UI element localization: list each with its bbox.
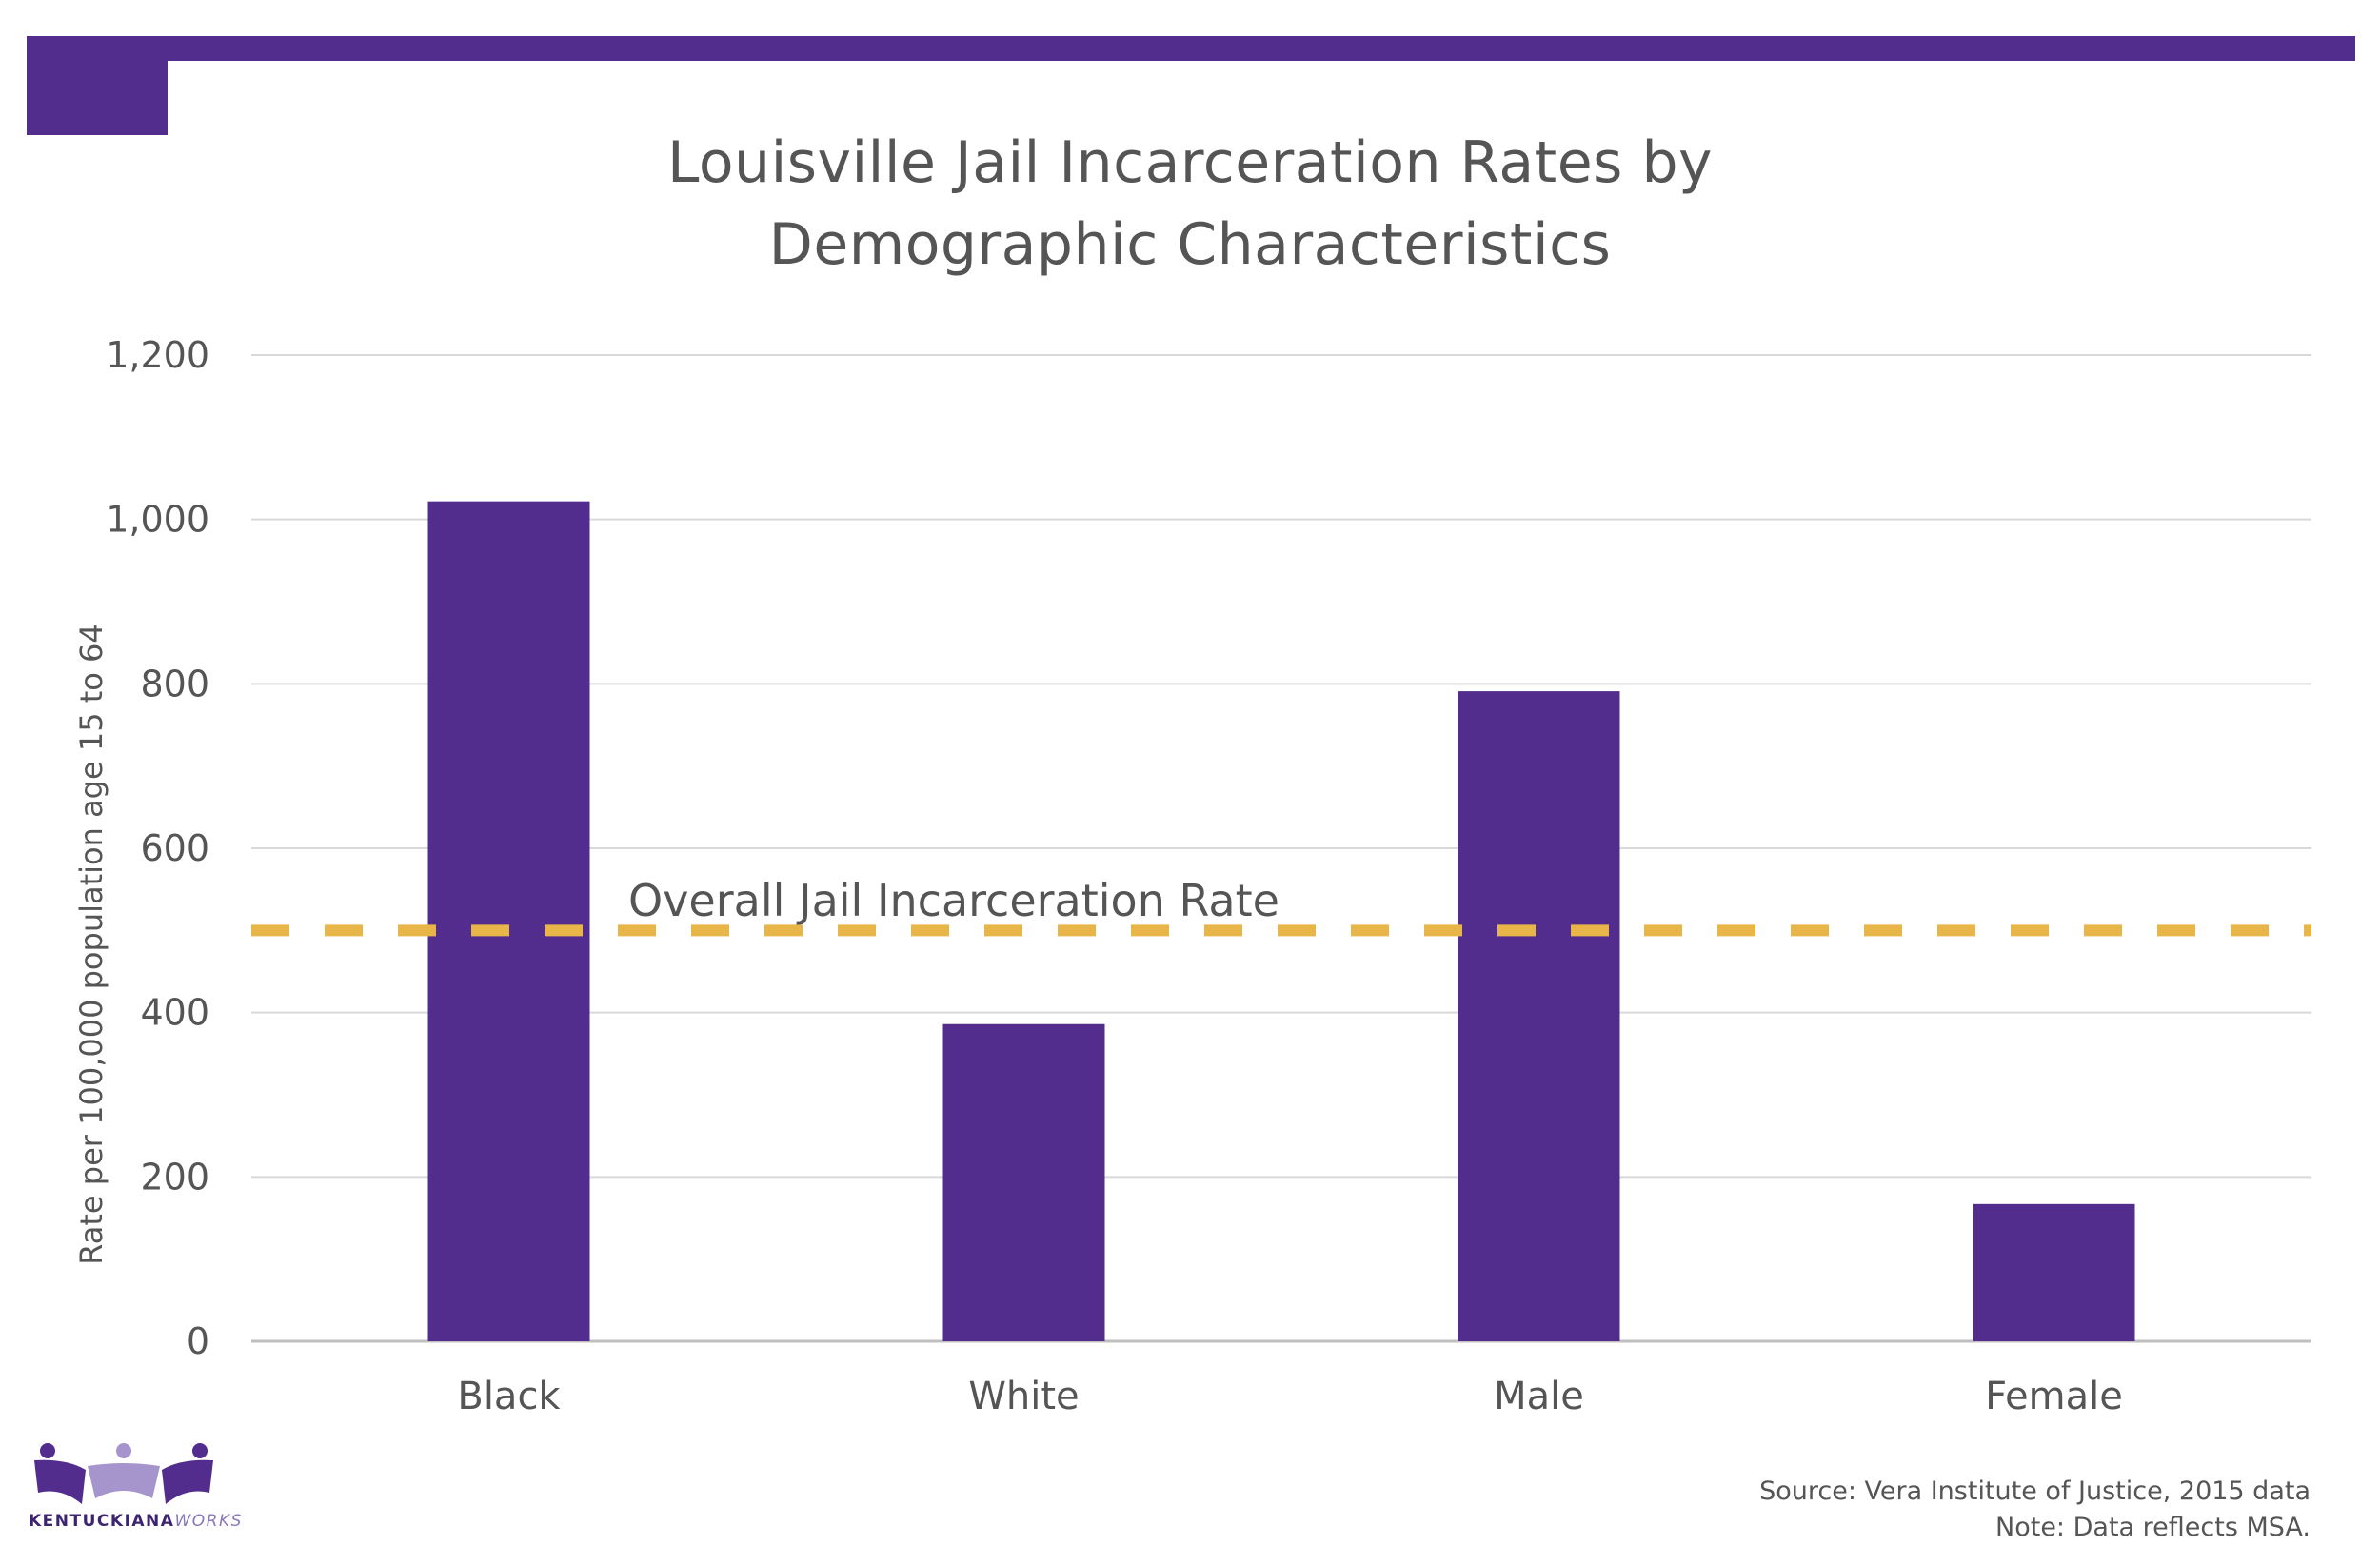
x-tick-label: Female (1985, 1375, 2123, 1418)
y-tick-label: 400 (140, 992, 209, 1034)
logo-wordmark: KENTUCKIANAWORKS (29, 1512, 243, 1531)
y-tick-label: 0 (187, 1320, 209, 1362)
y-tick-label: 1,200 (106, 334, 209, 376)
bars (427, 501, 2135, 1341)
x-axis-ticks: Black White Male Female (457, 1375, 2122, 1418)
source-notes: Source: Vera Institute of Justice, 2015 … (1759, 1474, 2311, 1546)
x-tick-label: Male (1494, 1375, 1584, 1418)
logo-figures-icon (34, 1443, 213, 1504)
note-text: Note: Data reflects MSA. (1995, 1513, 2311, 1542)
x-tick-label: White (968, 1375, 1079, 1418)
source-text: Source: Vera Institute of Justice, 2015 … (1759, 1477, 2311, 1506)
chart-title: Louisville Jail Incarceration Rates by D… (666, 129, 1714, 278)
y-axis-ticks: 0 200 400 600 800 1,000 1,200 (106, 334, 209, 1362)
logo-wordmark-accent: WORKS (174, 1512, 243, 1531)
y-tick-label: 800 (140, 663, 209, 704)
bar-male (1458, 691, 1620, 1341)
bar-female (1973, 1203, 2135, 1341)
header-tab (27, 36, 168, 135)
logo-wordmark-main: KENTUCKIANA (29, 1512, 175, 1531)
kentuckianaworks-logo: KENTUCKIANAWORKS (29, 1437, 241, 1542)
bar-black (427, 501, 590, 1341)
bar-white (942, 1023, 1105, 1341)
gridlines (251, 354, 2311, 1343)
reference-line-label: Overall Jail Incarceration Rate (628, 875, 1279, 926)
x-tick-label: Black (457, 1375, 561, 1418)
y-tick-label: 200 (140, 1156, 209, 1198)
y-axis-label: Rate per 100,000 population age 15 to 64 (73, 624, 109, 1265)
y-tick-label: 1,000 (106, 499, 209, 541)
header-bar (27, 36, 2355, 61)
reference-line-group: Overall Jail Incarceration Rate (251, 875, 2311, 937)
y-tick-label: 600 (140, 827, 209, 869)
